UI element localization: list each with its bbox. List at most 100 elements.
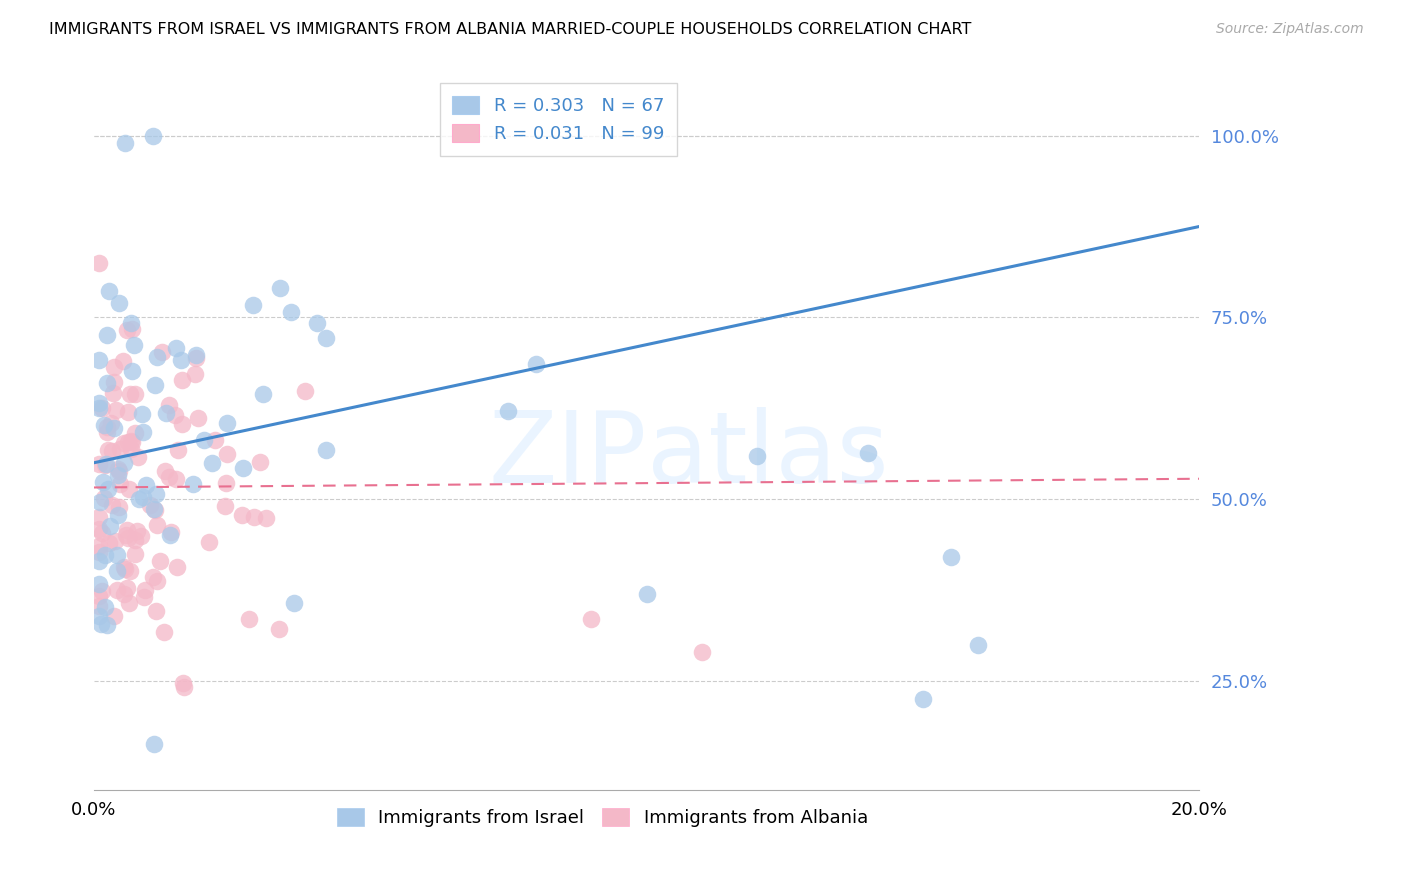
- Point: [96, 425, 118, 439]
- Point: [165, 341, 187, 355]
- Point: [249, 455, 271, 469]
- Point: [114, 528, 136, 542]
- Point: [107, 462, 129, 476]
- Point: [165, 472, 187, 486]
- Point: [127, 450, 149, 464]
- Point: [856, 445, 879, 459]
- Point: [117, 435, 139, 450]
- Point: [100, 416, 122, 430]
- Point: [90, 617, 112, 632]
- Point: [90, 584, 112, 599]
- Point: [215, 476, 238, 491]
- Point: [232, 460, 254, 475]
- Point: [97, 442, 120, 457]
- Point: [114, 136, 136, 150]
- Point: [114, 562, 136, 576]
- Point: [170, 373, 193, 387]
- Point: [143, 502, 166, 516]
- Point: [131, 407, 153, 421]
- Point: [101, 386, 124, 401]
- Point: [269, 281, 291, 295]
- Point: [183, 367, 205, 381]
- Point: [96, 457, 118, 471]
- Point: [215, 447, 238, 461]
- Point: [115, 581, 138, 595]
- Text: Source: ZipAtlas.com: Source: ZipAtlas.com: [1216, 22, 1364, 37]
- Point: [104, 533, 127, 548]
- Point: [120, 442, 142, 456]
- Point: [93, 491, 115, 505]
- Point: [124, 387, 146, 401]
- Point: [128, 492, 150, 507]
- Point: [125, 524, 148, 539]
- Point: [155, 406, 177, 420]
- Point: [193, 433, 215, 447]
- Point: [129, 529, 152, 543]
- Point: [142, 128, 165, 143]
- Point: [138, 498, 160, 512]
- Point: [636, 587, 658, 601]
- Point: [117, 531, 139, 545]
- Point: [97, 482, 120, 496]
- Point: [89, 608, 111, 623]
- Point: [690, 645, 713, 659]
- Point: [107, 296, 129, 310]
- Point: [214, 499, 236, 513]
- Point: [269, 622, 291, 636]
- Point: [108, 442, 131, 456]
- Point: [132, 590, 155, 604]
- Point: [94, 599, 117, 614]
- Point: [145, 603, 167, 617]
- Point: [94, 549, 117, 563]
- Point: [91, 401, 114, 416]
- Point: [911, 692, 934, 706]
- Point: [242, 298, 264, 312]
- Point: [112, 456, 135, 470]
- Point: [101, 443, 124, 458]
- Point: [315, 331, 337, 345]
- Point: [280, 305, 302, 319]
- Point: [201, 456, 224, 470]
- Point: [101, 498, 124, 512]
- Point: [112, 354, 135, 368]
- Point: [118, 564, 141, 578]
- Point: [124, 547, 146, 561]
- Point: [124, 338, 146, 352]
- Point: [108, 464, 131, 478]
- Point: [112, 435, 135, 450]
- Point: [181, 477, 204, 491]
- Text: ZIP: ZIP: [488, 407, 647, 504]
- Point: [105, 564, 128, 578]
- Point: [118, 387, 141, 401]
- Point: [96, 328, 118, 343]
- Point: [143, 378, 166, 392]
- Point: [108, 500, 131, 515]
- Text: atlas: atlas: [647, 407, 889, 504]
- Point: [89, 510, 111, 524]
- Point: [89, 457, 111, 471]
- Point: [93, 418, 115, 433]
- Point: [157, 469, 180, 483]
- Point: [967, 638, 990, 652]
- Point: [153, 625, 176, 640]
- Point: [89, 539, 111, 553]
- Point: [120, 316, 142, 330]
- Point: [120, 434, 142, 448]
- Point: [89, 554, 111, 568]
- Point: [121, 322, 143, 336]
- Point: [498, 403, 520, 417]
- Point: [157, 398, 180, 412]
- Legend: Immigrants from Israel, Immigrants from Albania: Immigrants from Israel, Immigrants from …: [329, 800, 876, 834]
- Point: [112, 587, 135, 601]
- Point: [90, 526, 112, 541]
- Point: [107, 508, 129, 522]
- Point: [187, 411, 209, 425]
- Point: [163, 409, 186, 423]
- Point: [149, 554, 172, 568]
- Point: [107, 468, 129, 483]
- Point: [124, 425, 146, 440]
- Point: [89, 396, 111, 410]
- Point: [153, 464, 176, 478]
- Point: [747, 449, 769, 463]
- Point: [103, 375, 125, 389]
